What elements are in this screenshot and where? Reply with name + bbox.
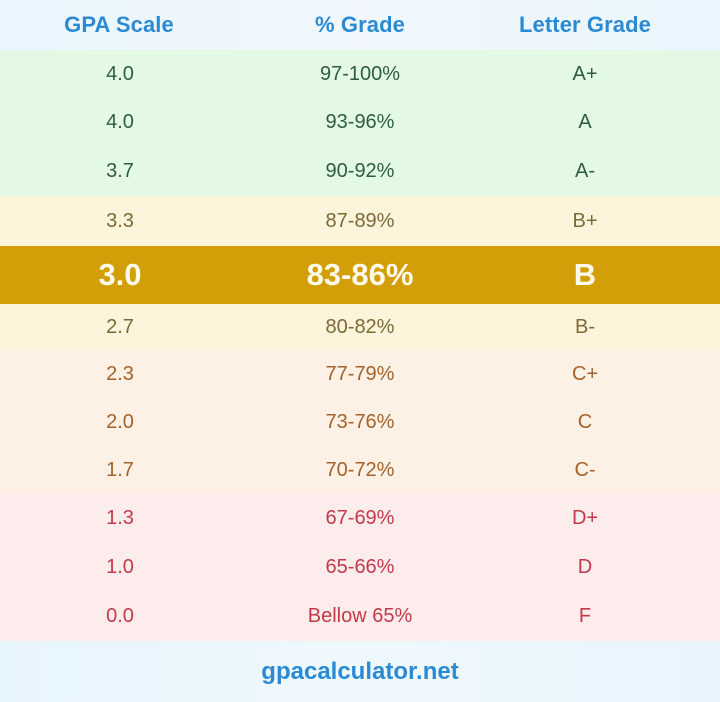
table-row: 2.7 80-82% B- xyxy=(0,304,720,350)
highlighted-row-block: 3.0 83-86% B xyxy=(0,246,720,304)
group-b-rows-top: 3.3 87-89% B+ xyxy=(0,196,720,246)
percent-range: 67-69% xyxy=(325,507,395,529)
gpa-value: 1.7 xyxy=(106,458,134,481)
percent-range: 90-92% xyxy=(325,160,395,183)
footer: gpacalculator.net xyxy=(0,641,720,702)
table-header: GPA Scale % Grade Letter Grade xyxy=(0,0,720,50)
letter-grade: D+ xyxy=(571,507,599,529)
table-row: 3.3 87-89% B+ xyxy=(0,196,720,246)
letter-grade: D xyxy=(577,556,593,578)
gpa-value: 2.3 xyxy=(106,362,134,385)
header-percent-grade: % Grade xyxy=(315,12,405,37)
letter-grade: B+ xyxy=(572,209,598,232)
table-row: 2.0 73-76% C xyxy=(0,398,720,446)
letter-grade: A+ xyxy=(572,62,598,85)
percent-range: Bellow 65% xyxy=(307,605,413,627)
gpa-value: 4.0 xyxy=(106,62,134,85)
gpa-value: 0.0 xyxy=(106,605,134,627)
letter-grade: F xyxy=(578,605,592,627)
letter-grade: C+ xyxy=(571,362,599,385)
table-row: 3.7 90-92% A- xyxy=(0,147,720,196)
table-row: 1.7 70-72% C- xyxy=(0,446,720,494)
table-row: 2.3 77-79% C+ xyxy=(0,350,720,398)
percent-range: 83-86% xyxy=(306,257,414,292)
gpa-value: 2.7 xyxy=(106,315,134,338)
header-gpa-scale: GPA Scale xyxy=(64,12,174,37)
percent-range: 73-76% xyxy=(325,410,395,433)
letter-grade: A- xyxy=(575,160,595,183)
header-letter-grade: Letter Grade xyxy=(518,12,652,37)
gpa-value: 1.0 xyxy=(106,556,134,578)
table-row: 0.0 Bellow 65% F xyxy=(0,592,720,641)
letter-grade: A xyxy=(578,111,592,134)
highlighted-table-row: 3.0 83-86% B xyxy=(0,246,720,304)
table-row: 1.3 67-69% D+ xyxy=(0,494,720,543)
percent-range: 80-82% xyxy=(325,315,395,338)
table-row: 4.0 93-96% A xyxy=(0,99,720,148)
group-a-rows: 4.0 97-100% A+ 4.0 93-96% A 3.7 90-92% A… xyxy=(0,50,720,196)
percent-range: 70-72% xyxy=(325,458,395,481)
table-row: 4.0 97-100% A+ xyxy=(0,50,720,99)
percent-range: 93-96% xyxy=(325,111,395,134)
gpa-value: 3.0 xyxy=(98,257,142,292)
gpa-value: 3.3 xyxy=(106,209,134,232)
letter-grade: C- xyxy=(574,458,596,481)
gpa-value: 3.7 xyxy=(106,160,134,183)
gpa-value: 2.0 xyxy=(106,410,134,433)
gpa-value: 1.3 xyxy=(106,507,134,529)
percent-range: 65-66% xyxy=(325,556,395,578)
letter-grade: B- xyxy=(575,315,595,338)
percent-range: 77-79% xyxy=(325,362,395,385)
group-b-rows-bottom: 2.7 80-82% B- xyxy=(0,304,720,350)
percent-range: 87-89% xyxy=(325,209,395,232)
letter-grade: B xyxy=(573,257,597,292)
group-d-f-rows: 1.3 67-69% D+ 1.0 65-66% D 0.0 Bellow 65… xyxy=(0,494,720,641)
group-c-rows: 2.3 77-79% C+ 2.0 73-76% C 1.7 70-72% C- xyxy=(0,350,720,494)
table-row: 1.0 65-66% D xyxy=(0,543,720,592)
letter-grade: C xyxy=(577,410,593,433)
gpa-value: 4.0 xyxy=(106,111,134,134)
site-name: gpacalculator.net xyxy=(261,657,459,685)
percent-range: 97-100% xyxy=(319,62,401,85)
